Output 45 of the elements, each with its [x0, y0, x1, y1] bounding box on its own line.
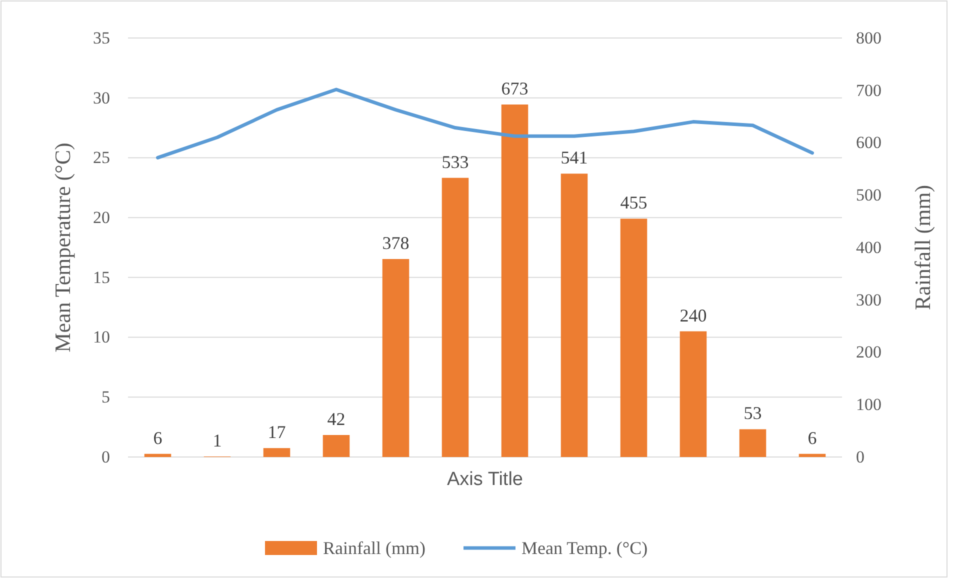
bar	[263, 448, 290, 457]
y-tick-label: 5	[102, 388, 110, 407]
data-label: 42	[327, 409, 346, 430]
y2-tick-label: 800	[856, 28, 882, 48]
y-tick-label: 0	[102, 447, 110, 466]
y2-tick-label: 200	[856, 342, 882, 362]
y2-tick-label: 400	[856, 238, 882, 257]
y-tick-label: 10	[93, 328, 110, 347]
y2-tick-label: 300	[856, 290, 882, 310]
y-tick-label: 20	[93, 208, 110, 228]
bar	[560, 174, 588, 457]
bar	[442, 178, 469, 457]
y-axis-title: Mean Temperature (°C)	[50, 142, 75, 352]
bar	[798, 454, 826, 457]
data-label: 240	[680, 305, 707, 326]
y2-tick-label: 500	[856, 186, 882, 205]
data-label: 541	[560, 148, 588, 168]
legend-label: Rainfall (mm)	[323, 538, 426, 558]
data-label: 378	[382, 233, 410, 254]
y2-tick-label: 700	[856, 80, 882, 100]
y2-tick-label: 600	[856, 133, 882, 152]
bar	[144, 454, 172, 457]
bar	[382, 259, 410, 457]
data-label: 1	[212, 430, 222, 450]
data-label: 673	[501, 78, 528, 99]
y2-tick-label: 100	[856, 395, 882, 414]
data-label: 6	[808, 428, 817, 448]
bar	[620, 218, 648, 457]
bar	[680, 331, 707, 457]
data-label: 533	[442, 152, 469, 172]
bar	[739, 429, 766, 457]
y-tick-label: 35	[93, 28, 110, 48]
y-tick-label: 25	[93, 148, 110, 168]
data-label: 6	[153, 428, 162, 448]
data-label: 455	[620, 192, 648, 213]
data-label: 53	[744, 403, 762, 424]
bar	[501, 104, 528, 457]
y-tick-label: 15	[93, 268, 110, 287]
y2-axis-title: Rainfall (mm)	[910, 184, 935, 310]
y2-tick-label: 0	[856, 447, 864, 466]
data-label: 17	[268, 422, 286, 442]
y-tick-label: 30	[93, 88, 110, 108]
bar	[322, 435, 350, 457]
legend-label: Mean Temp. (°C)	[521, 538, 648, 558]
x-axis-title: Axis Title	[446, 469, 524, 490]
